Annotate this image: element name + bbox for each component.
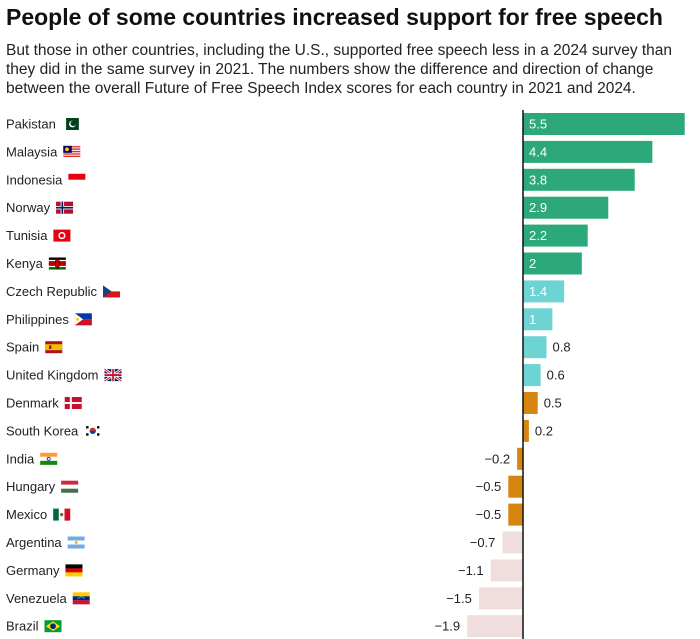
country-label: Spain (6, 340, 39, 355)
hungary-flag-icon (61, 480, 79, 493)
bar-row: Mexico −0.5 (6, 503, 523, 526)
bar (523, 392, 538, 414)
country-label: Mexico (6, 507, 47, 522)
bar-row: Pakistan 5.5 (6, 113, 685, 135)
pakistan-flag-icon (61, 118, 79, 130)
value-label: 0.8 (553, 340, 571, 355)
bar (478, 587, 523, 610)
denmark-flag-icon (64, 397, 82, 409)
bar (523, 280, 565, 303)
bar-row: India −0.2 (6, 447, 523, 470)
value-label: −0.2 (484, 451, 510, 466)
value-label: −1.1 (458, 563, 484, 578)
bar (523, 308, 553, 331)
argentina-flag-icon (67, 536, 85, 549)
chart-title: People of some countries increased suppo… (6, 4, 663, 30)
czech-republic-flag-icon (103, 285, 121, 298)
bar-row: Hungary −0.5 (6, 475, 523, 498)
chart-rows: Pakistan 5.5 Malaysia 4.4 Indonesia 3.8 Norway… (6, 113, 685, 638)
country-label: South Korea (6, 423, 79, 438)
value-label: 1.4 (529, 284, 547, 299)
country-label: Denmark (6, 396, 59, 411)
bar (523, 196, 609, 219)
india-flag-icon (40, 452, 58, 465)
bar (508, 503, 523, 526)
bar-row: United Kingdom 0.6 (6, 364, 565, 387)
value-label: −0.7 (470, 535, 496, 550)
bar-row: South Korea 0.2 (6, 419, 553, 442)
value-label: 0.6 (547, 368, 565, 383)
value-label: −1.9 (434, 619, 460, 634)
country-label: Pakistan (6, 117, 56, 132)
country-label: United Kingdom (6, 368, 99, 383)
value-label: 4.4 (529, 144, 547, 159)
country-label: Czech Republic (6, 284, 98, 299)
norway-flag-icon (56, 201, 74, 214)
value-label: 3.8 (529, 172, 547, 187)
country-label: Kenya (6, 256, 44, 271)
bar (517, 447, 523, 470)
bar-row: Argentina −0.7 (6, 531, 523, 554)
bar (523, 364, 541, 387)
bar (508, 475, 523, 498)
bar-row: Norway 2.9 (6, 196, 609, 219)
country-label: Philippines (6, 312, 69, 327)
bar-row: Spain 0.8 (6, 336, 571, 359)
country-label: Brazil (6, 619, 39, 634)
venezuela-flag-icon (72, 592, 90, 605)
bar (523, 419, 529, 442)
bar (523, 168, 635, 191)
bar-row: Kenya 2 (6, 252, 582, 275)
country-label: Venezuela (6, 591, 67, 606)
value-label: 5.5 (529, 117, 547, 132)
country-label: India (6, 451, 35, 466)
bar (523, 224, 588, 247)
value-label: −0.5 (476, 479, 502, 494)
bar (523, 336, 547, 359)
country-label: Hungary (6, 479, 56, 494)
bar-row: Venezuela −1.5 (6, 587, 523, 610)
value-label: 2 (529, 256, 536, 271)
bar-row: Denmark 0.5 (6, 392, 562, 414)
philippines-flag-icon (74, 313, 92, 326)
bar-row: Malaysia 4.4 (6, 140, 653, 163)
value-label: 1 (529, 312, 536, 327)
bar (502, 531, 523, 554)
bar-row: Brazil −1.9 (6, 615, 523, 638)
bar (490, 559, 523, 582)
bar-row: Germany −1.1 (6, 559, 523, 582)
bar (467, 615, 523, 638)
brazil-flag-icon (44, 620, 62, 633)
country-label: Tunisia (6, 228, 48, 243)
south-korea-flag-icon (84, 424, 102, 437)
bar-row: Indonesia 3.8 (6, 168, 635, 191)
indonesia-flag-icon (68, 173, 86, 186)
value-label: −1.5 (446, 591, 472, 606)
country-label: Norway (6, 200, 51, 215)
bar-row: Tunisia 2.2 (6, 224, 588, 247)
germany-flag-icon (65, 564, 83, 577)
value-label: −0.5 (476, 507, 502, 522)
bar (523, 113, 685, 135)
country-label: Malaysia (6, 144, 58, 159)
spain-flag-icon (45, 341, 63, 354)
country-label: Indonesia (6, 172, 63, 187)
mexico-flag-icon (53, 508, 71, 521)
bar (523, 140, 653, 163)
chart-subtitle: But those in other countries, including … (6, 42, 673, 97)
bar (523, 252, 582, 275)
bar-row: Czech Republic 1.4 (6, 280, 565, 303)
value-label: 0.5 (544, 396, 562, 411)
united-kingdom-flag-icon (103, 368, 123, 383)
malaysia-flag-icon (63, 145, 81, 158)
tunisia-flag-icon (53, 229, 71, 242)
value-label: 2.2 (529, 228, 547, 243)
country-label: Germany (6, 563, 60, 578)
value-label: 0.2 (535, 423, 553, 438)
country-label: Argentina (6, 535, 62, 550)
kenya-flag-icon (48, 257, 66, 270)
bar-row: Philippines 1 (6, 308, 553, 331)
value-label: 2.9 (529, 200, 547, 215)
